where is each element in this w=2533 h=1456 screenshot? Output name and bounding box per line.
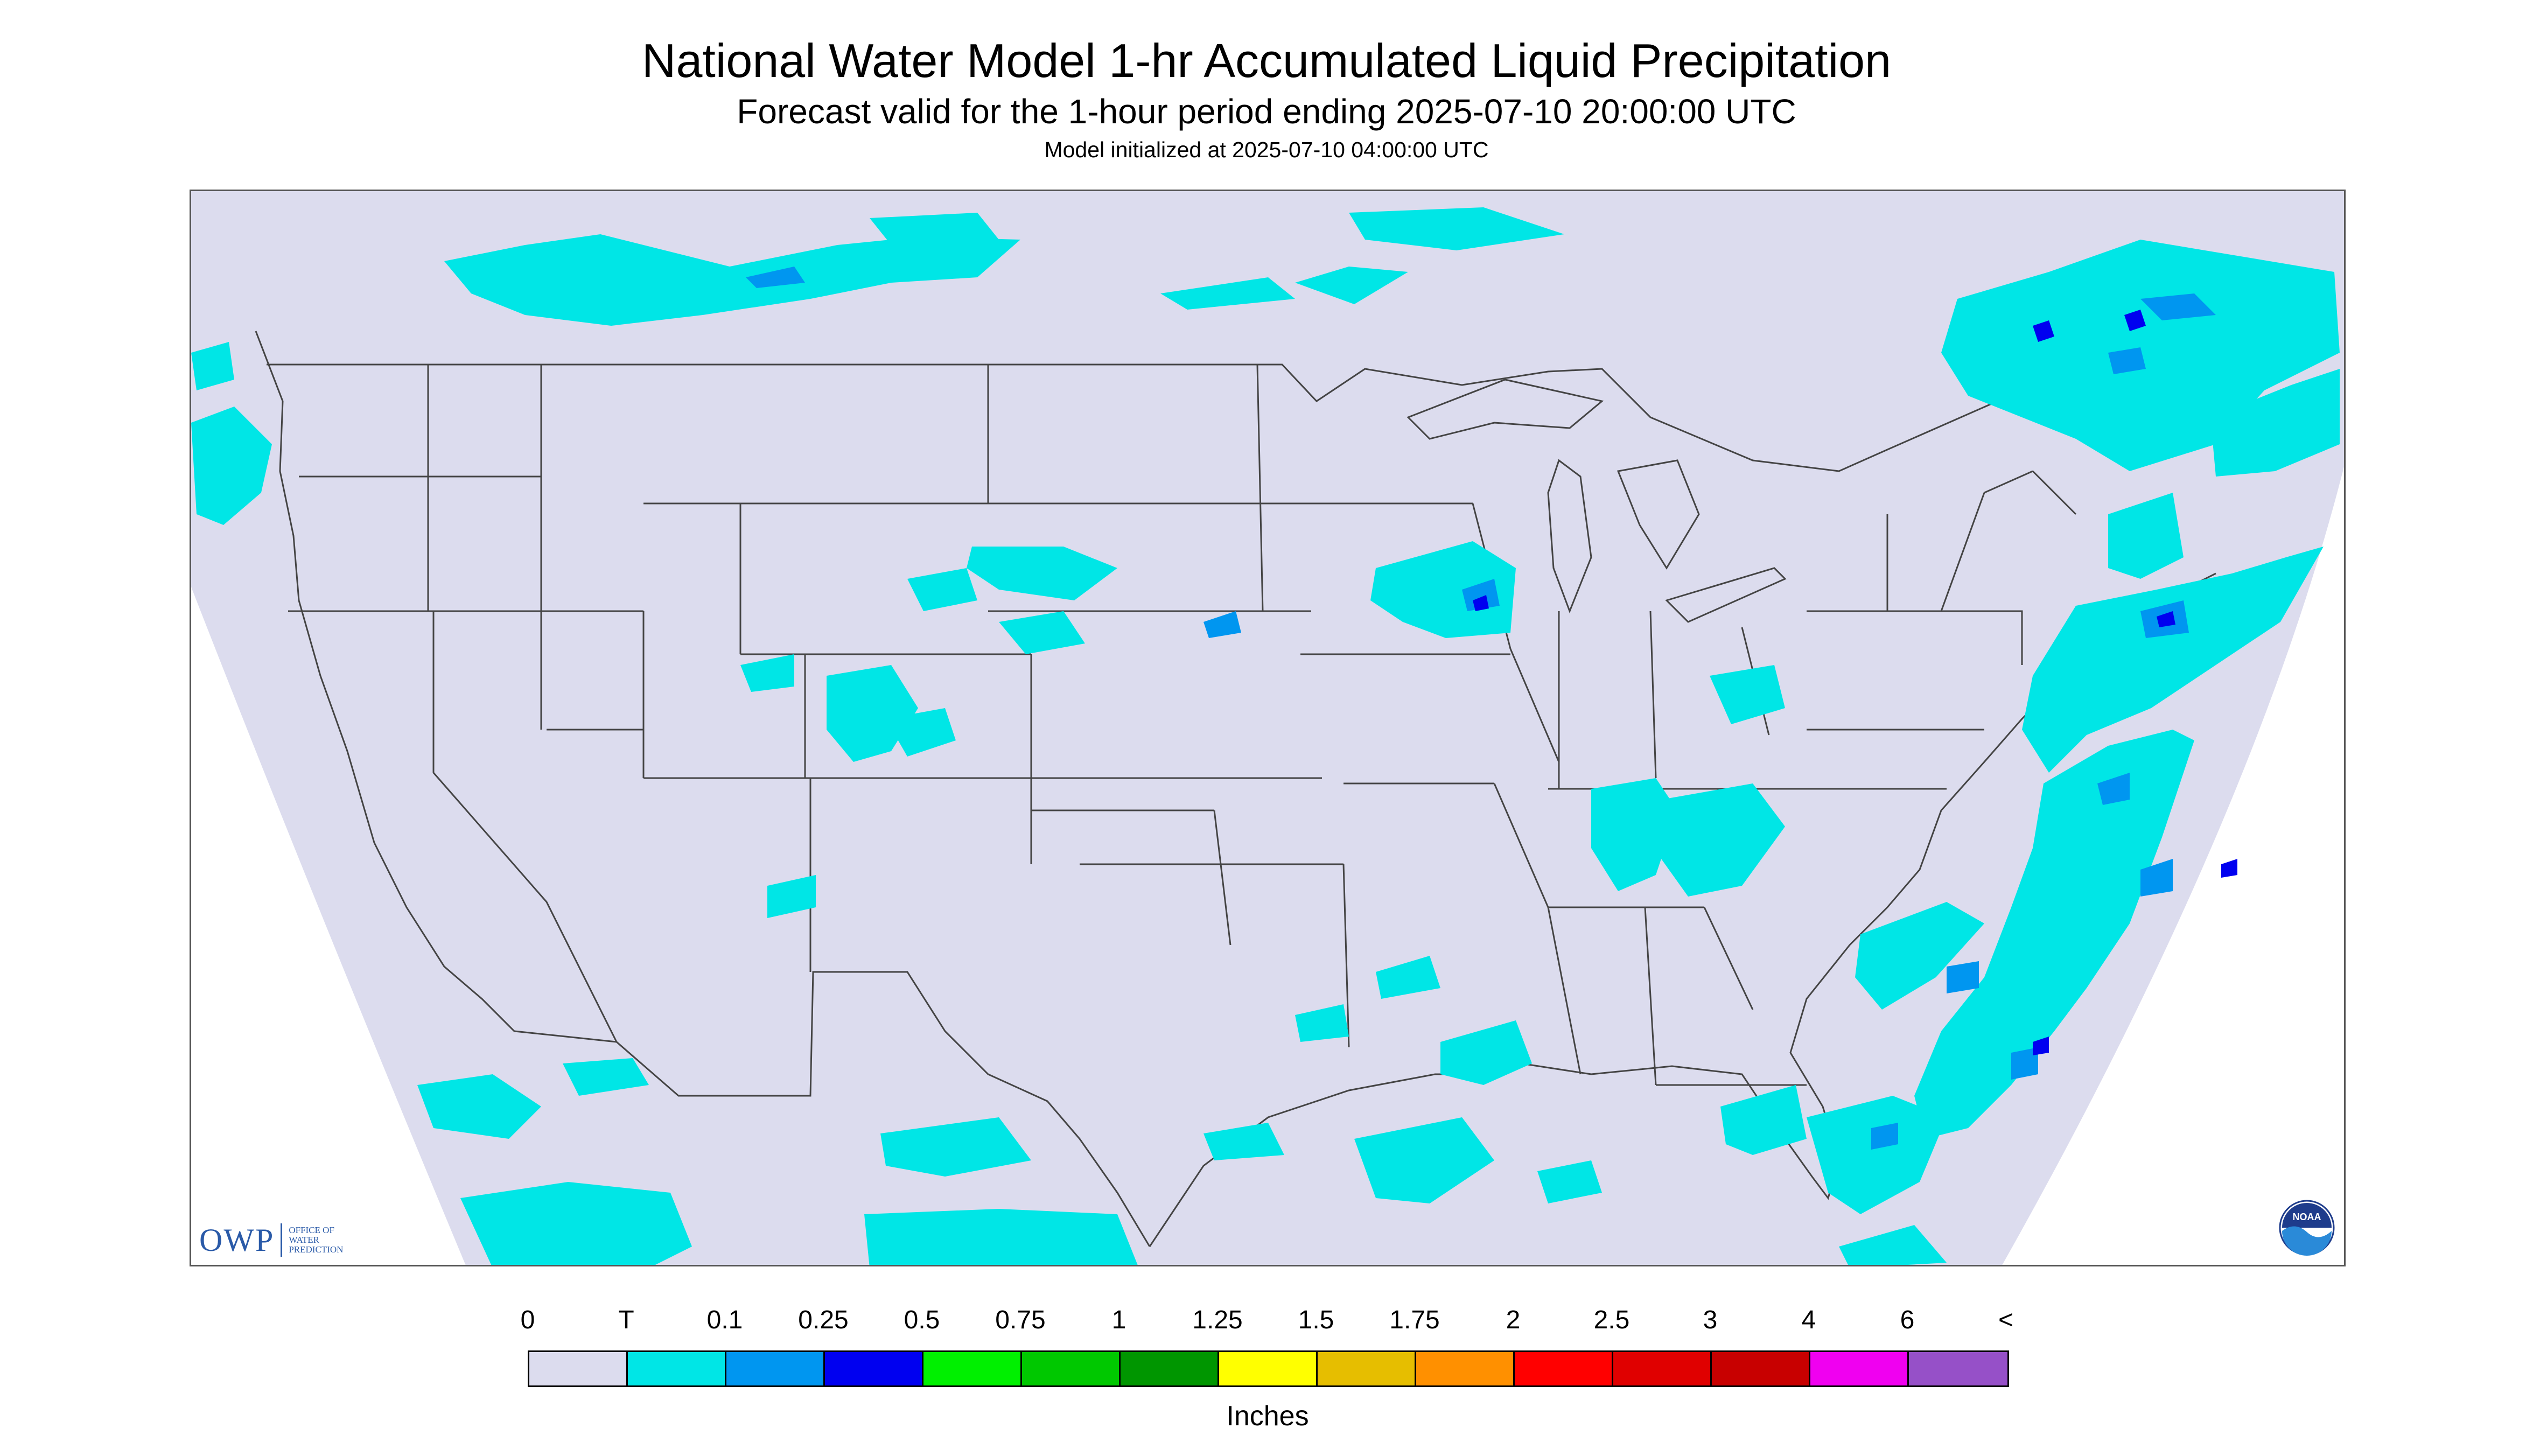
forecast-valid-subtitle: Forecast valid for the 1-hour period end… [737,92,1796,131]
legend-swatch [1318,1352,1416,1385]
legend-tick-label: < [1998,1306,2014,1334]
legend-color-bar [528,1350,2009,1387]
legend-swatch [1613,1352,1712,1385]
lake-erie [1665,567,1787,623]
legend-swatch [1022,1352,1121,1385]
owp-logo: OWP OFFICE OF WATER PREDICTION [199,1221,369,1259]
legend-swatch [825,1352,923,1385]
map-title: National Water Model 1-hr Accumulated Li… [641,34,1892,87]
legend-swatch [1712,1352,1810,1385]
legend-tick-label: T [618,1306,634,1334]
legend-tick-label: 4 [1801,1306,1816,1334]
pacific-coastline [255,331,515,1032]
owp-logo-mark: OWP [199,1222,275,1258]
color-legend: 0 T 0.1 0.25 0.5 0.75 1 1.25 1.5 1.75 2 2.5 3 4 6 < Inc… [521,1305,2013,1440]
legend-swatch [1416,1352,1515,1385]
owp-logo-text: OFFICE OF WATER PREDICTION [289,1225,344,1255]
legend-tick-label: 2.5 [1593,1306,1630,1334]
lake-huron [1617,459,1700,570]
lake-michigan [1547,459,1592,614]
noaa-logo: NOAA [2279,1200,2335,1256]
legend-tick-label: 0.75 [995,1306,1046,1334]
legend-swatch [1121,1352,1219,1385]
precip-heavy [1473,310,2237,1055]
legend-tick-label: 0.5 [904,1306,940,1334]
legend-tick-label: 0.25 [798,1306,849,1334]
legend-tick-label: 3 [1703,1306,1718,1334]
legend-tick-label: 0.1 [706,1306,743,1334]
legend-tick-label: 1.25 [1192,1306,1243,1334]
map-canvas [191,191,2344,1265]
legend-swatch [726,1352,825,1385]
state-lines-central [987,364,1512,1048]
legend-tick-label: 6 [1900,1306,1915,1334]
owp-logo-divider [281,1223,283,1257]
legend-tick-label: 1 [1111,1306,1126,1334]
model-init-line: Model initialized at 2025-07-10 04:00:00… [1044,137,1489,162]
legend-swatch [923,1352,1022,1385]
legend-unit-label: Inches [1226,1401,1309,1432]
legend-swatch [1219,1352,1318,1385]
state-lines-west [288,365,1031,1042]
legend-swatch [1515,1352,1613,1385]
legend-tick-label: 0 [520,1306,535,1334]
precipitation-areas [191,207,2340,1265]
precipitation-map [190,190,2346,1266]
model-domain [191,191,2344,1265]
legend-tick-label: 1.75 [1389,1306,1440,1334]
legend-tick-label: 1.5 [1298,1306,1334,1334]
precip-trace [191,207,2340,1265]
svg-text:NOAA: NOAA [2293,1212,2321,1222]
legend-swatch [529,1352,628,1385]
lake-superior [1407,379,1604,440]
legend-tick-label: 2 [1506,1306,1521,1334]
legend-swatch [628,1352,726,1385]
legend-swatch [1810,1352,1909,1385]
us-mexico-border [514,971,1151,1247]
legend-swatch [1909,1352,2007,1385]
